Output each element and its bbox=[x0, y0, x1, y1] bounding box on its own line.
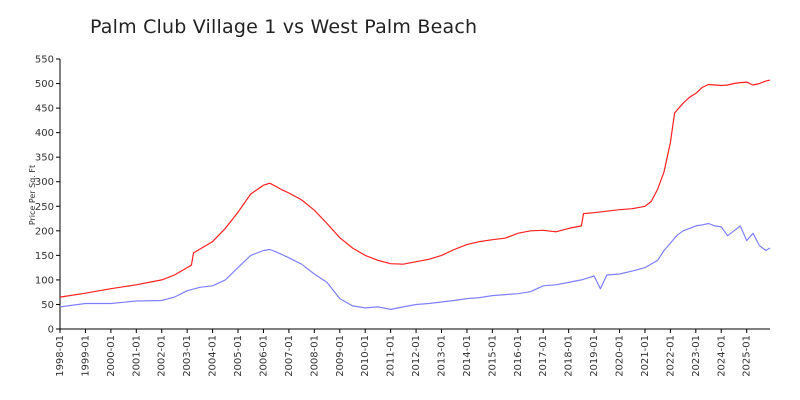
y-tick-label: 50 bbox=[41, 300, 54, 311]
x-tick-label: 1998-01 bbox=[55, 335, 66, 377]
y-axis-label: Price Per Sq. Ft bbox=[28, 165, 37, 225]
x-tick-label: 2006-01 bbox=[258, 335, 269, 377]
x-tick-label: 2022-01 bbox=[665, 335, 676, 377]
y-tick-label: 250 bbox=[35, 202, 54, 213]
x-tick-label: 2010-01 bbox=[360, 335, 371, 377]
x-tick-label: 2012-01 bbox=[411, 335, 422, 377]
x-tick-label: 2005-01 bbox=[233, 335, 244, 377]
x-tick-label: 2013-01 bbox=[436, 335, 447, 377]
x-tick-label: 2020-01 bbox=[615, 335, 626, 377]
y-tick-label: 300 bbox=[35, 177, 54, 188]
x-tick-label: 2007-01 bbox=[284, 335, 295, 377]
x-tick-label: 2002-01 bbox=[157, 335, 168, 377]
x-tick-label: 2004-01 bbox=[208, 335, 219, 377]
y-tick-label: 150 bbox=[35, 251, 54, 262]
x-tick-label: 1999-01 bbox=[80, 335, 91, 377]
series-line-2 bbox=[59, 222, 771, 310]
x-tick-label: 2024-01 bbox=[716, 335, 727, 377]
axes bbox=[59, 59, 770, 330]
x-tick-label: 2021-01 bbox=[640, 335, 651, 377]
chart-title: Palm Club Village 1 vs West Palm Beach bbox=[90, 16, 478, 38]
y-tick-label: 100 bbox=[35, 275, 54, 286]
x-tick-label: 2000-01 bbox=[106, 335, 117, 377]
y-tick-label: 450 bbox=[35, 104, 54, 115]
x-tick-label: 2017-01 bbox=[538, 335, 549, 377]
x-tick-label: 2009-01 bbox=[335, 335, 346, 377]
x-tick-label: 2018-01 bbox=[564, 335, 575, 377]
x-tick-label: 2016-01 bbox=[513, 335, 524, 377]
series-line-1 bbox=[59, 79, 771, 298]
y-tick-label: 500 bbox=[35, 79, 54, 90]
y-tick-label: 200 bbox=[35, 226, 54, 237]
y-tick-label: 400 bbox=[35, 128, 54, 139]
x-tick-label: 2014-01 bbox=[462, 335, 473, 377]
y-tick-label: 350 bbox=[35, 153, 54, 164]
x-tick-label: 2008-01 bbox=[309, 335, 320, 377]
x-tick-label: 2015-01 bbox=[487, 335, 498, 377]
x-tick-label: 2019-01 bbox=[589, 335, 600, 377]
x-tick-label: 2011-01 bbox=[386, 335, 397, 377]
x-tick-label: 2001-01 bbox=[131, 335, 142, 377]
y-tick-label: 0 bbox=[48, 325, 54, 336]
x-tick-label: 2023-01 bbox=[691, 335, 702, 377]
x-tick-label: 2003-01 bbox=[182, 335, 193, 377]
y-axis-ticks: 0 50 100 150 200 250 300 350 400 450 500 550 bbox=[35, 55, 60, 336]
series-group bbox=[59, 79, 771, 310]
x-axis-ticks: 1998-01 1999-01 2000-01 2001-01 2002-01 2003-… bbox=[55, 329, 753, 377]
x-tick-label: 2025-01 bbox=[742, 335, 753, 377]
y-tick-label: 550 bbox=[35, 55, 54, 66]
